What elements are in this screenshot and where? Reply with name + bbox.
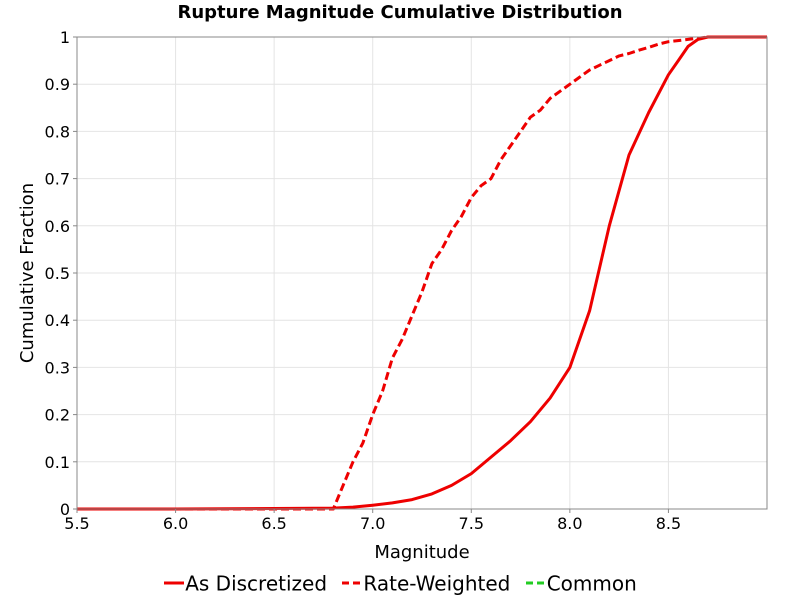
y-tick-label: 0 — [60, 500, 70, 519]
x-tick-label: 6.5 — [261, 514, 286, 533]
x-tick-label: 7.0 — [360, 514, 385, 533]
legend-item-common: Common — [525, 570, 637, 596]
chart-title: Rupture Magnitude Cumulative Distributio… — [177, 2, 623, 23]
y-tick-label: 0.7 — [45, 170, 70, 189]
y-tick-label: 0.9 — [45, 75, 70, 94]
x-tick-label: 8.5 — [656, 514, 681, 533]
y-tick-label: 0.2 — [45, 406, 70, 425]
axis-layer — [73, 36, 768, 513]
legend-label-rate-weighted: Rate-Weighted — [363, 571, 511, 596]
legend: As Discretized Rate-Weighted Common — [0, 569, 800, 595]
x-axis-label: Magnitude — [374, 542, 469, 563]
y-tick-label: 0.5 — [45, 264, 70, 283]
plot-frame — [76, 36, 768, 510]
grid-layer — [76, 36, 767, 510]
x-tick-label: 5.5 — [64, 514, 89, 533]
y-tick-label: 0.1 — [45, 453, 70, 472]
legend-swatch-rate-weighted — [342, 581, 363, 585]
y-tick-label: 0.4 — [45, 311, 70, 330]
legend-item-rate-weighted: Rate-Weighted — [341, 570, 511, 596]
y-tick-label: 0.6 — [45, 217, 70, 236]
x-tick-label: 8.0 — [557, 514, 582, 533]
tick-layer: 5.5 6.0 6.5 7.0 7.5 8.0 8.5 0 0.1 0.2 0.3 0.4 0.5 0.6… — [45, 28, 682, 533]
legend-label-as-discretized: As Discretized — [185, 571, 328, 596]
legend-swatch-common — [525, 581, 546, 585]
y-tick-label: 0.8 — [45, 122, 70, 141]
series-line-rate-weighted — [77, 35, 767, 511]
x-tick-label: 7.5 — [459, 514, 484, 533]
legend-item-as-discretized: As Discretized — [163, 570, 328, 596]
y-tick-label: 0.3 — [45, 358, 70, 377]
legend-label-common: Common — [546, 571, 637, 596]
series-line-as-discretized — [77, 35, 767, 511]
x-tick-label: 6.0 — [163, 514, 188, 533]
legend-swatch-as-discretized — [164, 581, 185, 585]
y-axis-label: Cumulative Fraction — [17, 183, 38, 363]
y-tick-label: 1 — [60, 28, 70, 47]
series-layer — [77, 35, 767, 511]
